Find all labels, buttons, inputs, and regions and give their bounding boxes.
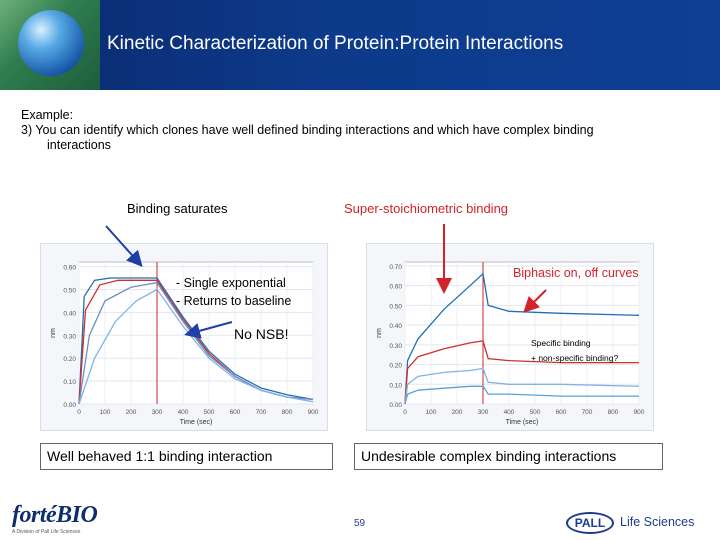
y-axis-label: nm (376, 328, 383, 338)
y-tick-label: 0.10 (389, 382, 402, 389)
series-line-4 (78, 288, 314, 405)
label-biphasic: Biphasic on, off curves (513, 266, 639, 280)
label-single-exponential: - Single exponential (176, 276, 286, 290)
chart-panel-right: 0.00 0.10 0.20 0.30 0.40 0.50 0.60 0.70 0 100 200 3… (366, 243, 654, 431)
y-tick-label: 0.30 (389, 343, 402, 350)
x-axis-label: Time (sec) (180, 419, 213, 426)
x-tick-label: 500 (204, 409, 215, 416)
y-tick-label: 0.00 (389, 402, 402, 409)
y-tick-label: 0.50 (63, 287, 76, 294)
y-tick-label: 0.70 (389, 264, 402, 271)
label-no-nsb: No NSB! (234, 326, 289, 342)
slide-title: Kinetic Characterization of Protein:Prot… (107, 33, 564, 54)
intro-text: Example: 3) You can identify which clone… (21, 108, 594, 153)
plot-area (404, 261, 640, 405)
pall-logo: PALL (566, 512, 614, 534)
label-returns-baseline: - Returns to baseline (176, 294, 292, 308)
y-tick-label: 0.40 (389, 323, 402, 330)
x-tick-label: 800 (608, 409, 619, 416)
y-tick-label: 0.30 (63, 333, 76, 340)
series-line-1 (78, 277, 314, 405)
box-well-behaved: Well behaved 1:1 binding interaction (40, 443, 333, 470)
y-tick-label: 0.00 (63, 402, 76, 409)
fortebio-logo-subtitle: A Division of Pall Life Sciences (12, 529, 81, 535)
x-tick-label: 0 (403, 409, 407, 416)
x-tick-label: 200 (126, 409, 137, 416)
chart-left: 0.00 0.10 0.20 0.30 0.40 0.50 0.60 0 100 200 300 40… (50, 261, 319, 426)
series-line-4 (404, 385, 639, 405)
y-tick-label: 0.60 (63, 265, 76, 272)
x-tick-label: 600 (556, 409, 567, 416)
title-bar: Kinetic Characterization of Protein:Prot… (0, 0, 720, 90)
series-line-3 (404, 367, 640, 405)
intro-line-2: 3) You can identify which clones have we… (21, 123, 594, 137)
intro-line-1: Example: (21, 108, 74, 122)
x-tick-label: 200 (452, 409, 463, 416)
x-tick-label: 0 (77, 409, 81, 416)
y-tick-label: 0.20 (389, 363, 402, 370)
x-tick-label: 100 (426, 409, 437, 416)
label-super-stoichiometric: Super-stoichiometric binding (344, 201, 509, 216)
x-tick-label: 400 (504, 409, 515, 416)
x-tick-label: 600 (230, 409, 241, 416)
y-tick-label: 0.10 (63, 379, 76, 386)
x-tick-label: 400 (178, 409, 189, 416)
label-binding-saturates: Binding saturates (127, 201, 228, 216)
x-tick-label: 700 (582, 409, 593, 416)
chart-right: 0.00 0.10 0.20 0.30 0.40 0.50 0.60 0.70 0 100 200 3… (376, 261, 645, 426)
x-tick-label: 500 (530, 409, 541, 416)
label-non-specific-binding: + non-specific binding? (531, 353, 619, 363)
x-tick-label: 700 (256, 409, 267, 416)
y-axis-label: nm (50, 328, 57, 338)
fortebio-logo: fortéBIO (12, 502, 98, 528)
label-specific-binding: Specific binding (531, 338, 591, 348)
x-tick-label: 800 (282, 409, 293, 416)
globe-icon (18, 10, 84, 76)
y-tick-label: 0.20 (63, 356, 76, 363)
box-undesirable: Undesirable complex binding interactions (354, 443, 663, 470)
x-tick-label: 300 (478, 409, 489, 416)
globe-image (0, 0, 100, 90)
page-number: 59 (354, 518, 366, 529)
chart-panel-left: 0.00 0.10 0.20 0.30 0.40 0.50 0.60 0 100 200 300 40… (40, 243, 328, 431)
x-axis-label: Time (sec) (506, 419, 539, 426)
x-tick-label: 900 (634, 409, 645, 416)
y-tick-label: 0.50 (389, 303, 402, 310)
y-tick-label: 0.60 (389, 284, 402, 291)
x-tick-label: 300 (152, 409, 163, 416)
y-tick-label: 0.40 (63, 310, 76, 317)
intro-line-3: interactions (47, 138, 111, 152)
x-tick-label: 900 (308, 409, 319, 416)
x-tick-label: 100 (100, 409, 111, 416)
series-line-2 (404, 340, 639, 405)
life-sciences-text: Life Sciences (620, 515, 695, 529)
